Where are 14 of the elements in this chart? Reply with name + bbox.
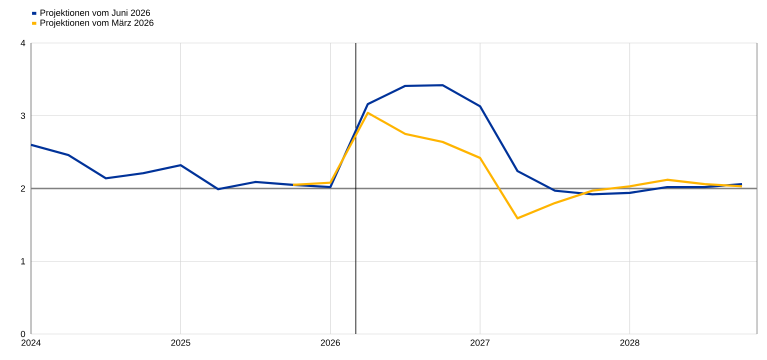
y-tick-label: 3 (20, 112, 26, 119)
legend-label: Projektionen vom Juni 2026 (40, 9, 150, 18)
x-tick-label: 2028 (620, 340, 640, 346)
y-tick-label: 2 (20, 185, 26, 192)
x-tick-label: 2026 (320, 340, 340, 346)
x-tick-label: 2024 (21, 340, 41, 346)
line-series (292, 112, 744, 220)
x-tick-label: 2027 (470, 340, 490, 346)
line-series (30, 84, 744, 196)
x-tick-label: 2025 (171, 340, 190, 346)
y-tick-label: 1 (21, 258, 26, 264)
y-tick-label: 4 (20, 40, 26, 46)
y-tick-label: 0 (20, 330, 26, 338)
legend-label: Projektionen vom März 2026 (40, 19, 154, 28)
